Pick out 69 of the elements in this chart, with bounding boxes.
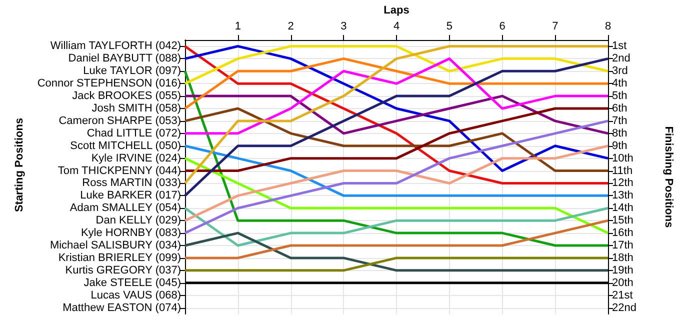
category-label: William TAYLFORTH (042) xyxy=(50,40,181,52)
text: Starting Positions xyxy=(14,118,26,212)
y2-tick-label: 18th xyxy=(612,252,634,264)
x-tick-label: 7 xyxy=(552,20,558,32)
line-series xyxy=(184,57,610,197)
y2-tick-label: 15th xyxy=(612,214,634,227)
category-label: Kyle HORNBY (083) xyxy=(80,227,181,240)
x-tick-label: 6 xyxy=(499,20,506,32)
y2-tick-label: 12th xyxy=(612,177,634,190)
category-label: Kyle IRVINE (024) xyxy=(91,152,181,164)
category-label: Michael SALISBURY (034) xyxy=(50,240,181,252)
x-tick-label: 5 xyxy=(446,20,452,32)
y2-tick-label: 17th xyxy=(612,240,634,252)
category-label: Jake STEELE (045) xyxy=(84,276,181,289)
category-label: Daniel BAYBUTT (088) xyxy=(68,52,181,65)
line-series xyxy=(184,120,610,234)
y2-tick-label: 5th xyxy=(612,90,628,102)
y2-tick-label: 13th xyxy=(612,190,634,202)
y2-tick-label: 7th xyxy=(612,114,628,127)
category-label: Luke TAYLOR (097) xyxy=(83,65,181,78)
category-label: Adam SMALLEY (054) xyxy=(70,202,181,214)
category-label: Tom THICKPENNY (044) xyxy=(58,164,181,177)
line-series xyxy=(184,70,610,247)
y2-tick-label: 16th xyxy=(612,227,634,240)
y2-tick-label: 4th xyxy=(612,78,628,90)
y2-axis-title: Finishing Positions xyxy=(662,126,674,228)
line-series xyxy=(184,57,610,135)
x-axis-title: Laps xyxy=(384,4,410,16)
category-label: Luke BARKER (017) xyxy=(80,190,181,202)
line-series xyxy=(184,94,610,135)
line-series xyxy=(184,44,610,85)
category-label: Kurtis GREGORY (037) xyxy=(65,264,181,276)
y2-tick-label: 9th xyxy=(612,140,628,152)
y2-tick-label: 19th xyxy=(612,264,634,276)
y2-tick-label: 10th xyxy=(612,152,634,164)
category-label: Jack BROOKES (055) xyxy=(72,90,181,102)
line-series xyxy=(184,107,610,172)
y2-tick-label: 11th xyxy=(612,164,633,177)
x-tick-label: 2 xyxy=(288,20,294,32)
category-label: Matthew EASTON (074) xyxy=(62,302,181,314)
category-label: Lucas VAUS (068) xyxy=(90,289,181,302)
y2-tick-label: 2nd xyxy=(612,52,630,65)
line-series xyxy=(184,144,610,197)
category-label: Kristian BRIERLEY (099) xyxy=(58,252,181,264)
line-series xyxy=(184,144,610,222)
category-label: Josh SMITH (058) xyxy=(92,102,181,114)
x-tick-label: 1 xyxy=(234,20,241,32)
category-label: Scott MITCHELL (050) xyxy=(70,140,181,152)
line-series xyxy=(184,219,610,260)
y2-tick-label: 1st xyxy=(612,40,627,52)
x-tick-label: 4 xyxy=(393,20,400,32)
category-label: Dan KELLY (029) xyxy=(96,214,181,227)
category-label: Connor STEPHENSON (016) xyxy=(37,78,181,90)
y2-tick-label: 8th xyxy=(612,127,628,140)
x-tick-label: 8 xyxy=(604,20,612,32)
y2-tick-label: 21st xyxy=(612,289,633,302)
y2-tick-label: 22nd xyxy=(612,302,636,314)
y2-tick-label: 20th xyxy=(612,276,634,289)
line-series xyxy=(184,232,610,272)
category-label: Ross MARTIN (033) xyxy=(82,177,181,190)
line-series xyxy=(184,157,610,234)
category-label: Cameron SHARPE (053) xyxy=(58,114,181,127)
y2-tick-label: 14th xyxy=(612,202,634,214)
y2-tick-label: 3rd xyxy=(612,65,628,78)
x-tick-label: 3 xyxy=(340,20,347,32)
category-label: Chad LITTLE (072) xyxy=(86,127,181,140)
line-series xyxy=(184,206,610,247)
line-series xyxy=(184,57,610,110)
y2-tick-label: 6th xyxy=(612,102,628,114)
